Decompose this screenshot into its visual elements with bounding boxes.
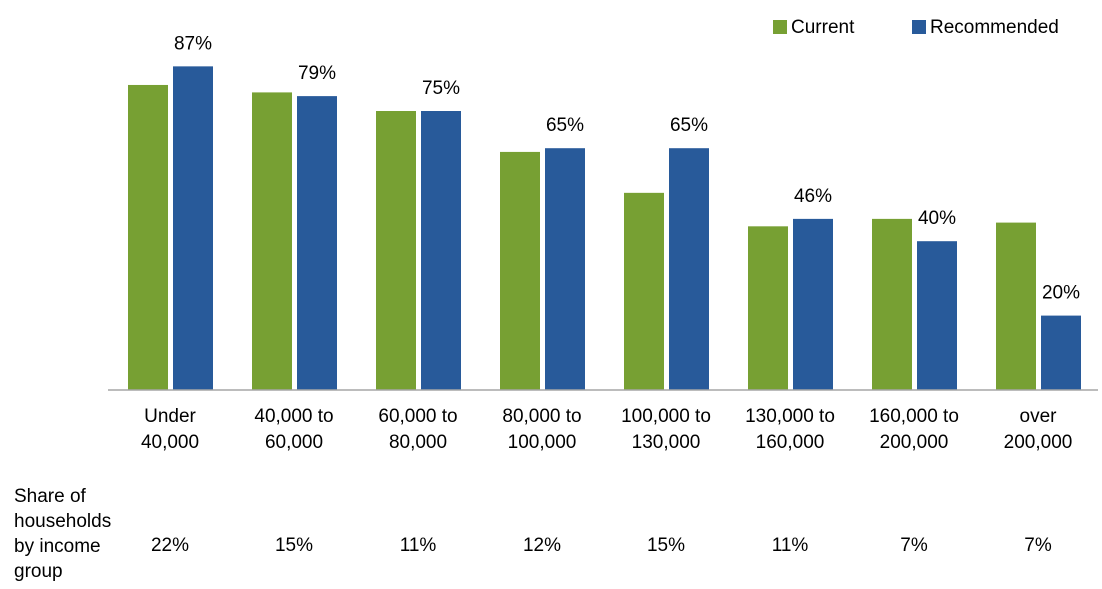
bar — [252, 92, 292, 391]
x-tick-label: 80,000 to 100,000 — [502, 406, 582, 453]
share-value: 7% — [900, 535, 928, 556]
bar — [545, 148, 585, 390]
bar — [297, 96, 337, 391]
share-value: 15% — [274, 535, 314, 556]
data-label: 40% — [918, 208, 956, 229]
bar — [173, 66, 213, 391]
share-value: 12% — [522, 535, 562, 556]
x-tick-label: 130,000 to 160,000 — [745, 406, 835, 453]
x-tick-label: 100,000 to 130,000 — [621, 406, 711, 453]
share-value: 7% — [1024, 535, 1052, 556]
bar — [917, 241, 957, 390]
x-tick-label: 160,000 to 200,000 — [869, 406, 959, 453]
x-tick-label: over 200,000 — [1003, 406, 1073, 453]
bar — [1041, 315, 1081, 390]
x-tick-label: 60,000 to 80,000 — [378, 406, 458, 453]
legend-label: Current — [791, 17, 855, 38]
data-label: 65% — [670, 115, 708, 136]
bar — [421, 111, 461, 390]
bar — [793, 218, 833, 390]
x-tick-label: 40,000 to 60,000 — [254, 406, 334, 453]
bar — [128, 84, 168, 391]
bar — [500, 151, 540, 390]
data-label: 20% — [1042, 283, 1080, 304]
bar — [872, 218, 912, 390]
data-label: 75% — [422, 78, 460, 99]
bar — [624, 192, 664, 390]
legend-label: Recommended — [930, 17, 1059, 38]
bar — [748, 226, 788, 390]
x-tick-label: Under 40,000 — [140, 406, 200, 453]
legend-swatch — [912, 20, 926, 34]
data-label: 46% — [794, 186, 832, 207]
data-label: 87% — [174, 33, 212, 54]
share-value: 22% — [150, 535, 190, 556]
bar — [376, 111, 416, 390]
share-row-label: Share of households by income group — [14, 486, 112, 582]
legend-swatch — [773, 20, 787, 34]
bar — [996, 222, 1036, 390]
share-value: 11% — [771, 535, 809, 556]
bar — [669, 148, 709, 390]
data-label: 65% — [546, 115, 584, 136]
share-value: 15% — [646, 535, 686, 556]
data-label: 79% — [298, 63, 336, 84]
share-value: 11% — [399, 535, 437, 556]
